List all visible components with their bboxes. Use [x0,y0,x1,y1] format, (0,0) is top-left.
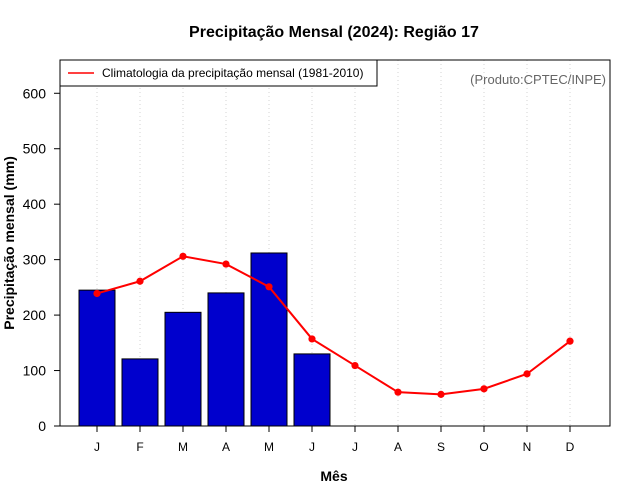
climatology-point-10 [523,370,531,378]
climatology-line [93,252,574,398]
bar-3 [207,292,245,427]
x-tick-label: N [523,440,532,454]
x-tick-label: J [352,440,358,454]
y-tick-label: 100 [23,363,47,379]
bar-1 [121,358,159,427]
x-tick-label: M [178,440,188,454]
climatology-point-8 [437,390,445,398]
source-note: (Produto:CPTEC/INPE) [470,72,606,87]
y-tick-label: 500 [23,141,47,157]
y-axis-label: Precipitação mensal (mm) [1,156,17,330]
climatology-point-0 [93,289,101,298]
climatology-polyline [96,255,571,396]
y-tick-label: 0 [38,418,46,434]
climatology-point-9 [480,385,488,393]
climatology-point-3 [222,260,230,268]
x-tick-label: J [309,440,315,454]
y-tick-label: 300 [23,252,47,268]
bar-4 [250,252,288,427]
climatology-point-11 [566,337,574,345]
x-tick-label: A [394,440,402,454]
bar-2 [164,311,202,427]
x-tick-label: M [264,440,274,454]
x-tick-label: F [136,440,143,454]
bars [78,252,331,427]
x-axis-label: Mês [320,468,347,484]
y-tick-label: 400 [23,196,47,212]
climatology-point-6 [351,361,359,370]
y-tick-label: 600 [23,85,47,101]
climatology-point-5 [308,335,316,343]
chart-title: Precipitação Mensal (2024): Região 17 [189,24,479,41]
x-tick-label: O [479,440,488,454]
climatology-point-7 [394,388,402,396]
climatology-point-1 [136,277,144,285]
y-axis: 0 100 200 300 400 500 600 [23,85,60,434]
legend: Climatologia da precipitação mensal (198… [59,59,378,87]
legend-label: Climatologia da precipitação mensal (198… [102,66,363,80]
climatology-point-2 [179,252,187,260]
y-tick-label: 200 [23,307,47,323]
x-tick-label: A [222,440,230,454]
legend-box [59,59,378,87]
x-tick-label: S [437,440,445,454]
x-tick-label: D [566,440,575,454]
bar-0 [78,289,116,427]
x-tick-label: J [94,440,100,454]
bar-5 [293,353,331,427]
climatology-point-4 [265,283,273,291]
